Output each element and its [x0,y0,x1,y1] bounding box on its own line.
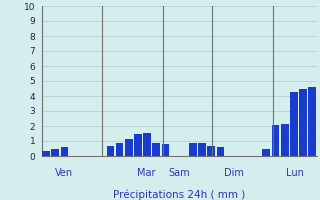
Bar [134,134,142,156]
Bar [217,147,224,156]
Bar [272,124,279,156]
Bar [162,144,169,156]
Bar [262,148,270,156]
Bar [116,142,124,156]
Bar [207,146,215,156]
Bar [60,147,68,156]
Text: Précipitations 24h ( mm ): Précipitations 24h ( mm ) [113,189,245,200]
Text: Sam: Sam [168,168,190,178]
Bar [107,146,114,156]
Bar [198,143,206,156]
Text: Lun: Lun [286,168,304,178]
Bar [299,88,307,156]
Text: Dim: Dim [224,168,244,178]
Text: Mar: Mar [137,168,156,178]
Bar [52,148,59,156]
Bar [189,142,197,156]
Bar [143,133,151,156]
Bar [152,143,160,156]
Bar [290,92,298,156]
Bar [125,139,133,156]
Text: Ven: Ven [54,168,73,178]
Bar [42,151,50,156]
Bar [281,124,289,156]
Bar [308,87,316,156]
